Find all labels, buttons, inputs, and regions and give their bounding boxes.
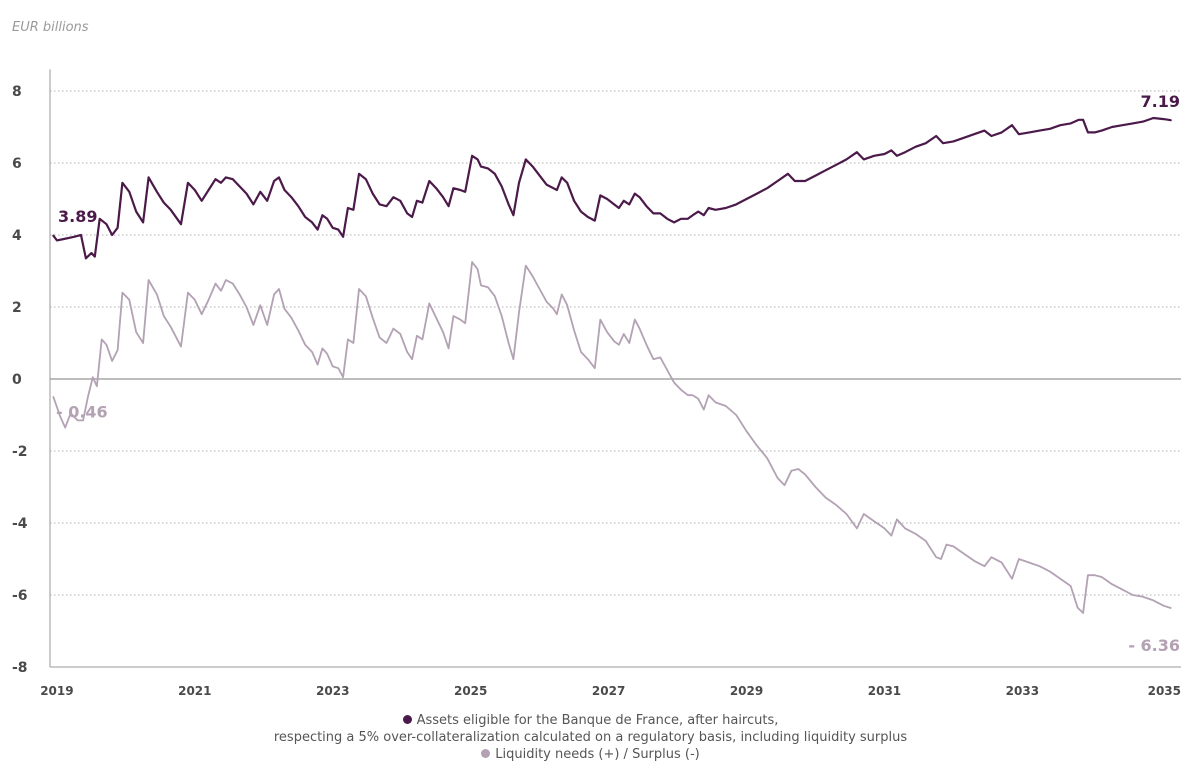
x-tick-label: 2025	[454, 684, 487, 698]
grid-lines	[49, 69, 1181, 668]
y-tick-label: -4	[12, 516, 28, 532]
y-tick-label: -8	[12, 660, 28, 676]
x-ticks: 2019 2021 2023 2025 2027 2029 2031 2033 2035	[40, 684, 1181, 698]
legend-item-liquidity: Liquidity needs (+) / Surplus (-)	[0, 746, 1181, 763]
legend-swatch-assets	[402, 715, 412, 724]
x-tick-label: 2031	[868, 684, 901, 698]
end-value-labels: 3.89 7.19 - 0.46 - 6.36	[56, 92, 1180, 655]
label-end-assets: 7.19	[1141, 92, 1180, 111]
x-tick-label: 2035	[1148, 684, 1181, 698]
series-lines	[52, 116, 1172, 614]
series-line-liquidity	[52, 261, 1172, 614]
legend-label-liquidity: Liquidity needs (+) / Surplus (-)	[495, 747, 700, 762]
label-start-liquidity: - 0.46	[56, 403, 108, 422]
y-tick-label: 0	[12, 372, 22, 388]
legend-item-assets: Assets eligible for the Banque de France…	[0, 712, 1181, 729]
legend-swatch-liquidity	[481, 749, 491, 758]
x-tick-label: 2029	[730, 684, 763, 698]
y-axis-label: EUR billions	[12, 20, 89, 35]
legend: Assets eligible for the Banque de France…	[0, 712, 1181, 763]
legend-label-assets-line2: respecting a 5% over-collateralization c…	[273, 730, 908, 745]
y-ticks: 8 6 4 2 0 -2 -4 -6 -8	[12, 84, 28, 676]
x-tick-label: 2033	[1006, 684, 1039, 698]
x-tick-label: 2019	[40, 684, 73, 698]
x-tick-label: 2023	[316, 684, 349, 698]
y-tick-label: -2	[12, 444, 28, 460]
y-tick-label: 2	[12, 300, 22, 316]
label-start-assets: 3.89	[58, 207, 97, 226]
y-tick-label: 6	[12, 156, 22, 172]
series-line-assets	[52, 116, 1172, 260]
legend-label-assets-line1: Assets eligible for the Banque de France…	[416, 713, 779, 728]
label-end-liquidity: - 6.36	[1128, 636, 1180, 655]
y-tick-label: 8	[12, 84, 22, 100]
x-tick-label: 2021	[178, 684, 211, 698]
x-tick-label: 2027	[592, 684, 625, 698]
y-tick-label: -6	[12, 588, 28, 604]
y-tick-label: 4	[12, 228, 22, 244]
